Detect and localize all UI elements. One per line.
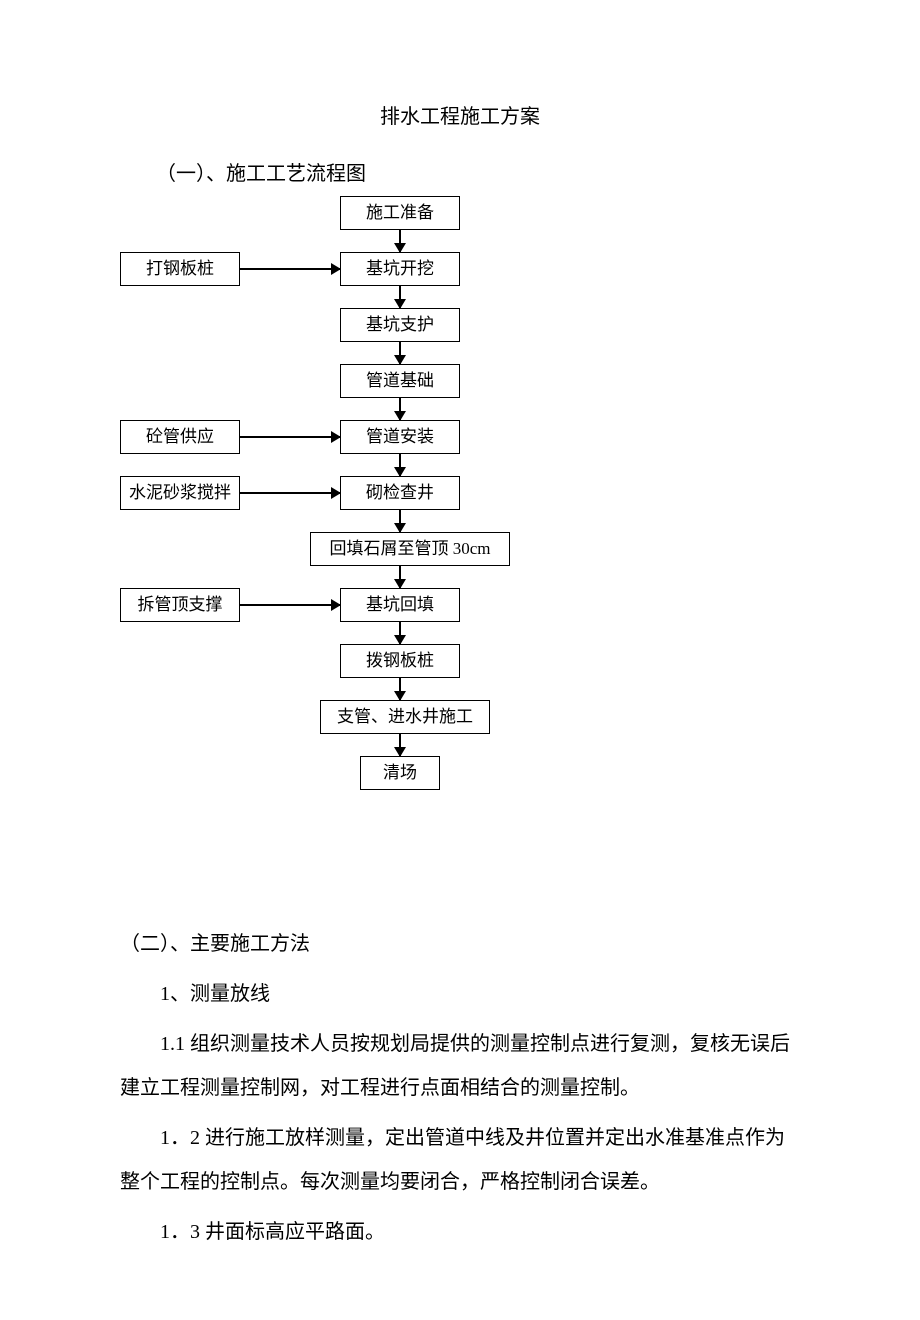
flowchart-node-excavation: 基坑开挖 bbox=[340, 252, 460, 286]
paragraph-1-3: 1．3 井面标高应平路面。 bbox=[120, 1210, 800, 1254]
flowchart-arrow bbox=[399, 678, 401, 700]
flowchart-arrow bbox=[399, 734, 401, 756]
flowchart-h-arrow bbox=[240, 436, 340, 438]
flowchart-node-support: 基坑支护 bbox=[340, 308, 460, 342]
process-flowchart: 施工准备 基坑开挖 基坑支护 管道基础 管道安装 砌检查井 回填石屑至管顶 30… bbox=[120, 196, 800, 916]
flowchart-node-prep: 施工准备 bbox=[340, 196, 460, 230]
flowchart-h-arrow bbox=[240, 604, 340, 606]
flowchart-side-node-mortar: 水泥砂浆搅拌 bbox=[120, 476, 240, 510]
flowchart-arrow bbox=[399, 342, 401, 364]
section-2-heading: （二）、主要施工方法 bbox=[120, 922, 800, 966]
flowchart-node-branch: 支管、进水井施工 bbox=[320, 700, 490, 734]
flowchart-side-node-remove-support: 拆管顶支撑 bbox=[120, 588, 240, 622]
flowchart-arrow bbox=[399, 286, 401, 308]
paragraph-1-2: 1．2 进行施工放样测量，定出管道中线及井位置并定出水准基准点作为整个工程的控制… bbox=[120, 1116, 800, 1204]
flowchart-node-foundation: 管道基础 bbox=[340, 364, 460, 398]
subsection-1-heading: 1、测量放线 bbox=[120, 972, 800, 1016]
flowchart-node-pull-pile: 拨钢板桩 bbox=[340, 644, 460, 678]
flowchart-node-clear: 清场 bbox=[360, 756, 440, 790]
flowchart-arrow bbox=[399, 398, 401, 420]
flowchart-side-node-pile: 打钢板桩 bbox=[120, 252, 240, 286]
paragraph-1-1: 1.1 组织测量技术人员按规划局提供的测量控制点进行复测，复核无误后建立工程测量… bbox=[120, 1022, 800, 1110]
flowchart-node-manhole: 砌检查井 bbox=[340, 476, 460, 510]
section-1-heading: （一）、施工工艺流程图 bbox=[156, 157, 800, 186]
flowchart-node-install: 管道安装 bbox=[340, 420, 460, 454]
document-page: 排水工程施工方案 （一）、施工工艺流程图 施工准备 基坑开挖 基坑支护 管道基础… bbox=[0, 0, 920, 1320]
flowchart-h-arrow bbox=[240, 492, 340, 494]
flowchart-arrow bbox=[399, 230, 401, 252]
flowchart-node-backfill: 基坑回填 bbox=[340, 588, 460, 622]
flowchart-node-backfill-top: 回填石屑至管顶 30cm bbox=[310, 532, 510, 566]
flowchart-side-node-pipe-supply: 砼管供应 bbox=[120, 420, 240, 454]
document-title: 排水工程施工方案 bbox=[120, 100, 800, 129]
flowchart-arrow bbox=[399, 622, 401, 644]
flowchart-arrow bbox=[399, 510, 401, 532]
body-text: （二）、主要施工方法 1、测量放线 1.1 组织测量技术人员按规划局提供的测量控… bbox=[120, 922, 800, 1254]
flowchart-arrow bbox=[399, 566, 401, 588]
flowchart-arrow bbox=[399, 454, 401, 476]
flowchart-h-arrow bbox=[240, 268, 340, 270]
